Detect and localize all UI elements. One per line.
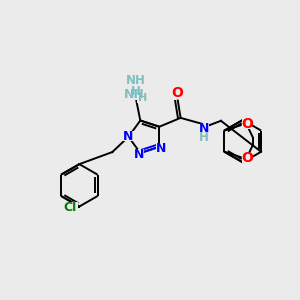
Text: N: N [123,130,134,143]
Text: H: H [131,85,141,98]
Text: N: N [199,122,209,135]
FancyBboxPatch shape [130,87,141,97]
Text: O: O [172,86,184,100]
FancyBboxPatch shape [242,119,252,129]
FancyBboxPatch shape [172,88,183,98]
FancyBboxPatch shape [123,131,134,141]
Text: NH: NH [126,74,146,87]
Text: N: N [134,148,144,161]
Text: O: O [241,151,253,165]
FancyBboxPatch shape [199,133,209,142]
FancyBboxPatch shape [137,93,148,103]
FancyBboxPatch shape [134,149,144,160]
Text: NH: NH [124,88,145,101]
FancyBboxPatch shape [61,202,79,212]
Text: N: N [156,142,166,155]
Text: Cl: Cl [63,201,76,214]
FancyBboxPatch shape [156,143,166,153]
Text: O: O [241,117,253,131]
FancyBboxPatch shape [242,153,252,163]
Text: H: H [138,93,147,103]
FancyBboxPatch shape [199,124,209,134]
FancyBboxPatch shape [128,75,144,85]
Text: H: H [199,131,209,144]
FancyBboxPatch shape [126,90,143,100]
